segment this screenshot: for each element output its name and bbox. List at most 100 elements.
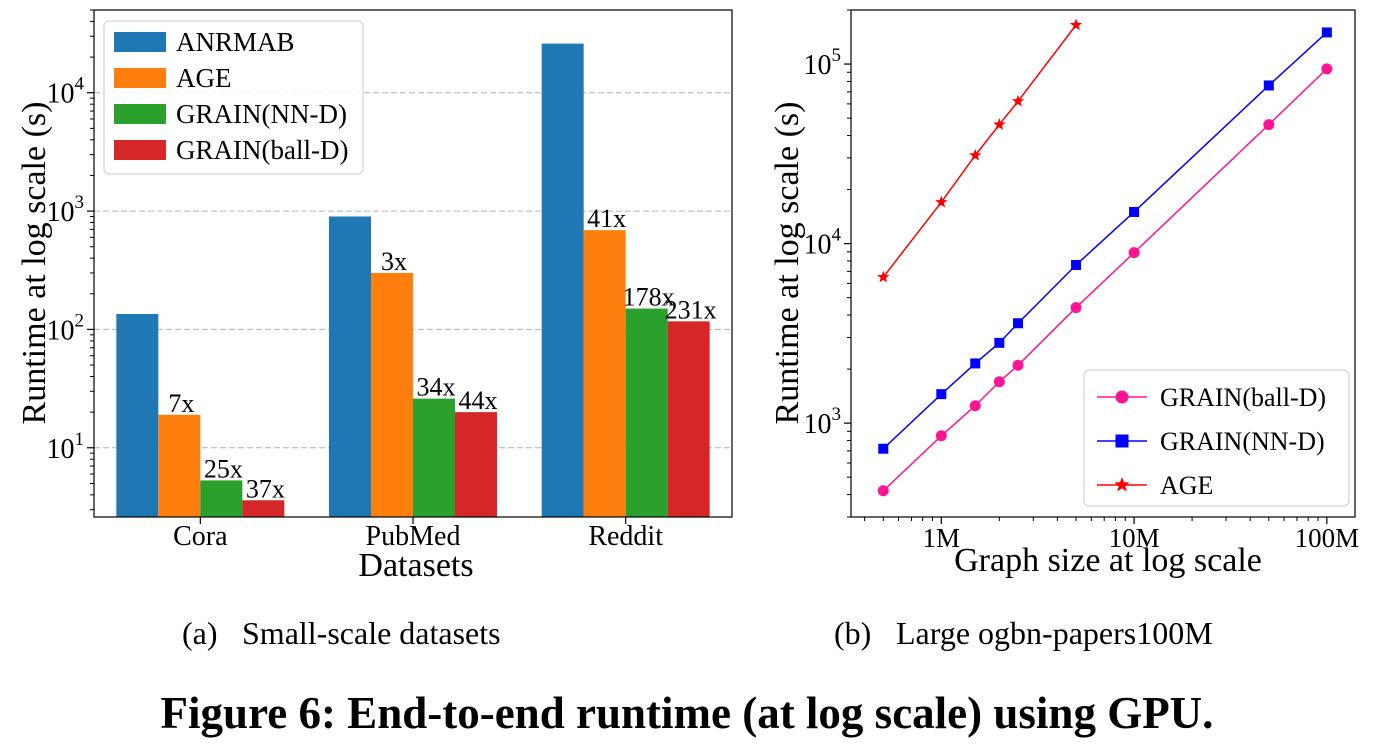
data-point <box>935 195 948 208</box>
data-point <box>1263 80 1274 91</box>
bar-value-label: 34x <box>417 373 456 402</box>
legend-label: GRAIN(NN-D) <box>1160 427 1325 456</box>
y-tick-label-exponent: 5 <box>832 45 842 66</box>
y-axis-label: Runtime at log scale (s) <box>16 102 53 425</box>
y-axis-label: Runtime at log scale (s) <box>769 102 806 425</box>
y-tick-label: 104 <box>804 225 842 261</box>
data-point <box>1115 434 1129 448</box>
y-tick-label: 105 <box>804 45 842 81</box>
bar <box>370 272 413 517</box>
y-tick-label-base: 10 <box>804 230 832 261</box>
legend-swatch <box>114 68 166 88</box>
legend-label: AGE <box>176 63 232 93</box>
series-line <box>882 24 1077 278</box>
x-tick-label: 1M <box>923 523 961 553</box>
bar-value-label: 37x <box>246 474 285 503</box>
y-tick-label-base: 10 <box>47 197 75 228</box>
y-tick-label-base: 10 <box>47 79 75 110</box>
data-point <box>1263 119 1275 131</box>
subcaption-b-tag: (b) <box>834 615 871 651</box>
bar <box>455 412 498 517</box>
x-axis-label: Graph size at log scale <box>954 542 1262 579</box>
data-point <box>1011 94 1025 107</box>
data-point <box>877 485 889 497</box>
y-tick-label-base: 10 <box>47 434 75 465</box>
data-point <box>969 148 982 161</box>
y-tick-label-exponent: 3 <box>832 404 842 425</box>
data-point <box>1321 63 1333 75</box>
legend: ANRMAB AGE GRAIN(NN-D) GRAIN(ball-D) <box>103 20 364 175</box>
y-tick-label-exponent: 1 <box>75 429 85 450</box>
legend-label: GRAIN(ball-D) <box>176 135 348 165</box>
data-point <box>1070 302 1082 314</box>
y-tick-label-exponent: 4 <box>832 225 842 246</box>
data-point <box>1069 18 1083 31</box>
y-tick-label-base: 10 <box>804 50 832 81</box>
legend-label: GRAIN(ball-D) <box>1160 383 1326 412</box>
x-tick-label: Reddit <box>588 521 663 552</box>
data-point <box>1114 477 1130 492</box>
bar-value-label: 3x <box>381 247 407 276</box>
bar <box>158 414 201 517</box>
bar-labels: 7x 3x 41x 25x 34x 178x 37x 44x 231x <box>168 204 716 503</box>
legend-label: AGE <box>1160 471 1213 500</box>
data-point <box>1129 206 1140 217</box>
data-point <box>970 358 981 369</box>
legend-swatch <box>114 104 166 124</box>
bar <box>541 43 584 517</box>
y-tick-label-exponent: 4 <box>75 74 85 95</box>
series-lines <box>877 18 1333 497</box>
data-point <box>1013 318 1024 329</box>
subcaption-a: (a) Small-scale datasets <box>182 615 501 651</box>
legend: GRAIN(ball-D) GRAIN(NN-D) AGE <box>1083 369 1350 507</box>
y-tick-label-exponent: 2 <box>75 310 85 331</box>
bar <box>413 398 456 517</box>
legend-box <box>1083 369 1350 507</box>
y-tick-label: 103 <box>47 192 85 228</box>
data-point <box>1321 27 1332 38</box>
legend-box <box>103 20 364 175</box>
figure-title: Figure 6: End-to-end runtime (at log sca… <box>161 688 1214 738</box>
data-point <box>969 400 981 412</box>
data-point <box>935 430 947 442</box>
bar-value-label: 41x <box>587 204 626 233</box>
bar <box>625 308 668 517</box>
bar-value-label: 7x <box>168 389 194 418</box>
y-tick-label: 104 <box>47 74 85 110</box>
x-tick-label: 100M <box>1295 523 1360 553</box>
data-point <box>936 389 947 400</box>
x-axis-label: Datasets <box>358 547 473 584</box>
y-tick-label-base: 10 <box>47 315 75 346</box>
data-point <box>994 337 1005 348</box>
data-point <box>877 270 890 283</box>
y-tick-label: 101 <box>47 429 85 465</box>
bar-value-label: 178x <box>623 283 675 312</box>
data-point <box>993 118 1006 130</box>
subcaption-b-text: Large ogbn-papers100M <box>896 615 1213 651</box>
legend-swatch <box>114 32 166 52</box>
data-point <box>878 443 889 454</box>
data-point <box>1115 390 1129 404</box>
data-point <box>1128 247 1140 259</box>
subcaption-a-text: Small-scale datasets <box>242 615 501 651</box>
x-ticks: Cora PubMed Reddit <box>173 517 663 552</box>
x-tick-label: 10M <box>1109 523 1160 553</box>
bar <box>583 230 626 517</box>
y-tick-label-exponent: 3 <box>75 192 85 213</box>
bar-value-label: 44x <box>459 386 498 415</box>
bars <box>116 43 710 518</box>
y-tick-label: 102 <box>47 310 85 346</box>
subcaption-a-tag: (a) <box>182 615 218 651</box>
bar <box>200 480 243 517</box>
x-ticks: 1M 10M 100M <box>864 517 1360 553</box>
legend-label: ANRMAB <box>176 27 295 57</box>
bar-value-label: 231x <box>665 295 717 324</box>
bar <box>242 500 285 517</box>
y-tick-label: 103 <box>804 404 842 440</box>
x-tick-label: Cora <box>173 521 228 552</box>
data-point <box>1012 359 1024 371</box>
